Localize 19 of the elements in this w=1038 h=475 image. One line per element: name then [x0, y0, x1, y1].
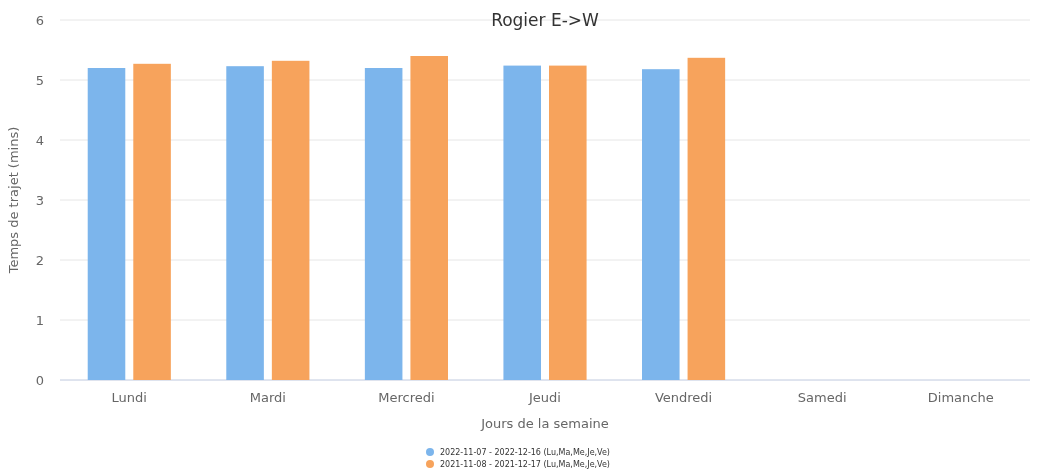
- y-tick-label: 3: [35, 192, 44, 208]
- x-tick-label: Lundi: [111, 390, 147, 405]
- x-axis-title: Jours de la semaine: [480, 416, 609, 431]
- x-tick-label: Dimanche: [927, 390, 994, 405]
- y-tick-label: 0: [35, 372, 44, 388]
- legend-label: 2021-11-08 - 2021-12-17 (Lu,Ma,Me,Je,Ve): [440, 459, 610, 469]
- y-tick-label: 6: [35, 12, 44, 28]
- x-tick-label: Jeudi: [528, 390, 561, 405]
- chart-title: Rogier E->W: [491, 10, 600, 30]
- y-axis-title: Temps de trajet (mins): [6, 126, 21, 275]
- x-tick-label: Mercredi: [378, 390, 435, 405]
- y-tick-label: 5: [35, 72, 44, 88]
- y-tick-label: 1: [35, 312, 44, 328]
- y-tick-label: 2: [35, 252, 44, 268]
- y-tick-label: 4: [35, 132, 44, 148]
- x-tick-label: Vendredi: [654, 390, 713, 405]
- x-tick-label: Samedi: [797, 390, 847, 405]
- legend-label: 2022-11-07 - 2022-12-16 (Lu,Ma,Me,Je,Ve): [440, 447, 610, 457]
- x-tick-label: Mardi: [249, 390, 286, 405]
